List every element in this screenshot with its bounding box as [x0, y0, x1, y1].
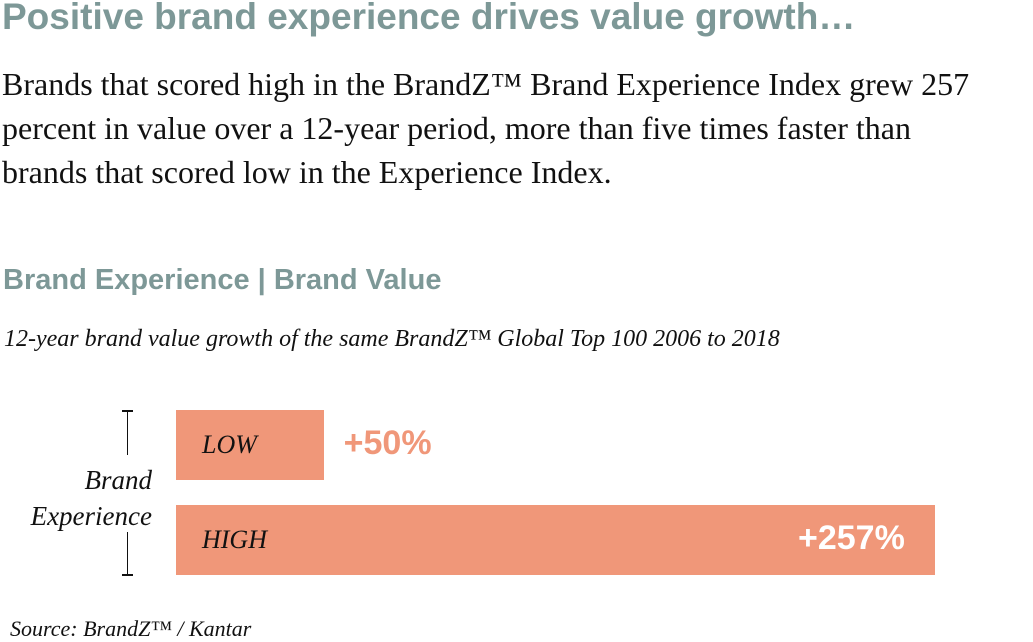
- category-label: LOW: [202, 430, 257, 459]
- bracket: [127, 410, 128, 455]
- description: Brands that scored high in the BrandZ™ B…: [2, 66, 970, 190]
- bracket-cap: [122, 574, 133, 576]
- value-label: +257%: [798, 519, 905, 557]
- heading: Brand Experience | Brand Value: [3, 264, 442, 296]
- category-label: HIGH: [202, 525, 267, 554]
- bracket: [127, 532, 128, 575]
- title: Positive brand experience drives value g…: [2, 0, 856, 37]
- subtitle: 12-year brand value growth of the same B…: [4, 326, 780, 352]
- bar: [176, 505, 935, 575]
- value-label: +50%: [343, 424, 432, 462]
- source: Source: BrandZ™ / Kantar: [10, 616, 252, 641]
- y-axis-label: Brand Experience: [30, 465, 152, 531]
- bar: [176, 410, 324, 480]
- bracket-cap: [122, 410, 133, 412]
